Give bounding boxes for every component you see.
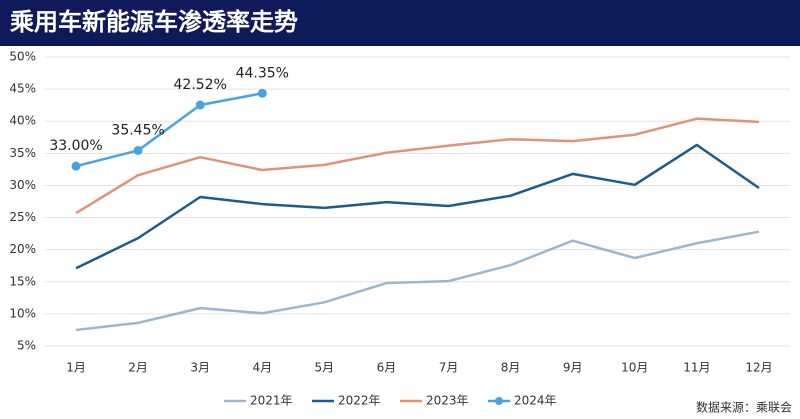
y-tick-label: 40% [9,114,36,128]
x-tick-label: 5月 [315,361,335,375]
legend-label: 2024年 [514,394,557,408]
x-tick-label: 6月 [377,361,397,375]
title-banner [0,0,800,46]
legend-label: 2021年 [250,394,293,408]
x-tick-label: 7月 [439,361,459,375]
y-tick-label: 35% [9,146,36,160]
x-tick-label: 11月 [683,361,710,375]
series-line [75,230,760,332]
data-label: 42.52% [174,77,227,93]
x-tick-label: 2月 [128,361,148,375]
data-point [71,161,81,171]
chart-title: 乘用车新能源车渗透率走势 [9,8,298,36]
x-tick-label: 8月 [501,361,521,375]
x-tick-label: 3月 [190,361,210,375]
data-label: 35.45% [111,122,164,138]
data-label: 33.00% [49,138,102,154]
legend-label: 2022年 [338,394,381,408]
y-tick-label: 15% [9,274,36,288]
x-tick-label: 4月 [252,361,272,375]
x-tick-label: 12月 [745,361,772,375]
y-tick-label: 20% [9,242,36,256]
x-tick-label: 1月 [66,361,86,375]
y-tick-label: 50% [9,50,36,64]
y-tick-label: 30% [9,178,36,192]
legend-marker [495,397,503,405]
y-tick-label: 45% [9,82,36,96]
data-point [133,145,143,155]
data-point [195,100,205,110]
y-tick-label: 5% [17,339,36,353]
legend-label: 2023年 [426,394,469,408]
series-line [75,143,760,270]
data-point [257,88,267,98]
data-label: 44.35% [236,65,289,81]
source-note: 数据来源：乘联会 [696,400,792,415]
series-line [75,92,263,168]
x-tick-label: 10月 [621,361,648,375]
x-tick-label: 9月 [563,361,583,375]
series-line [75,117,760,215]
y-tick-label: 10% [9,306,36,320]
y-tick-label: 25% [9,210,36,224]
